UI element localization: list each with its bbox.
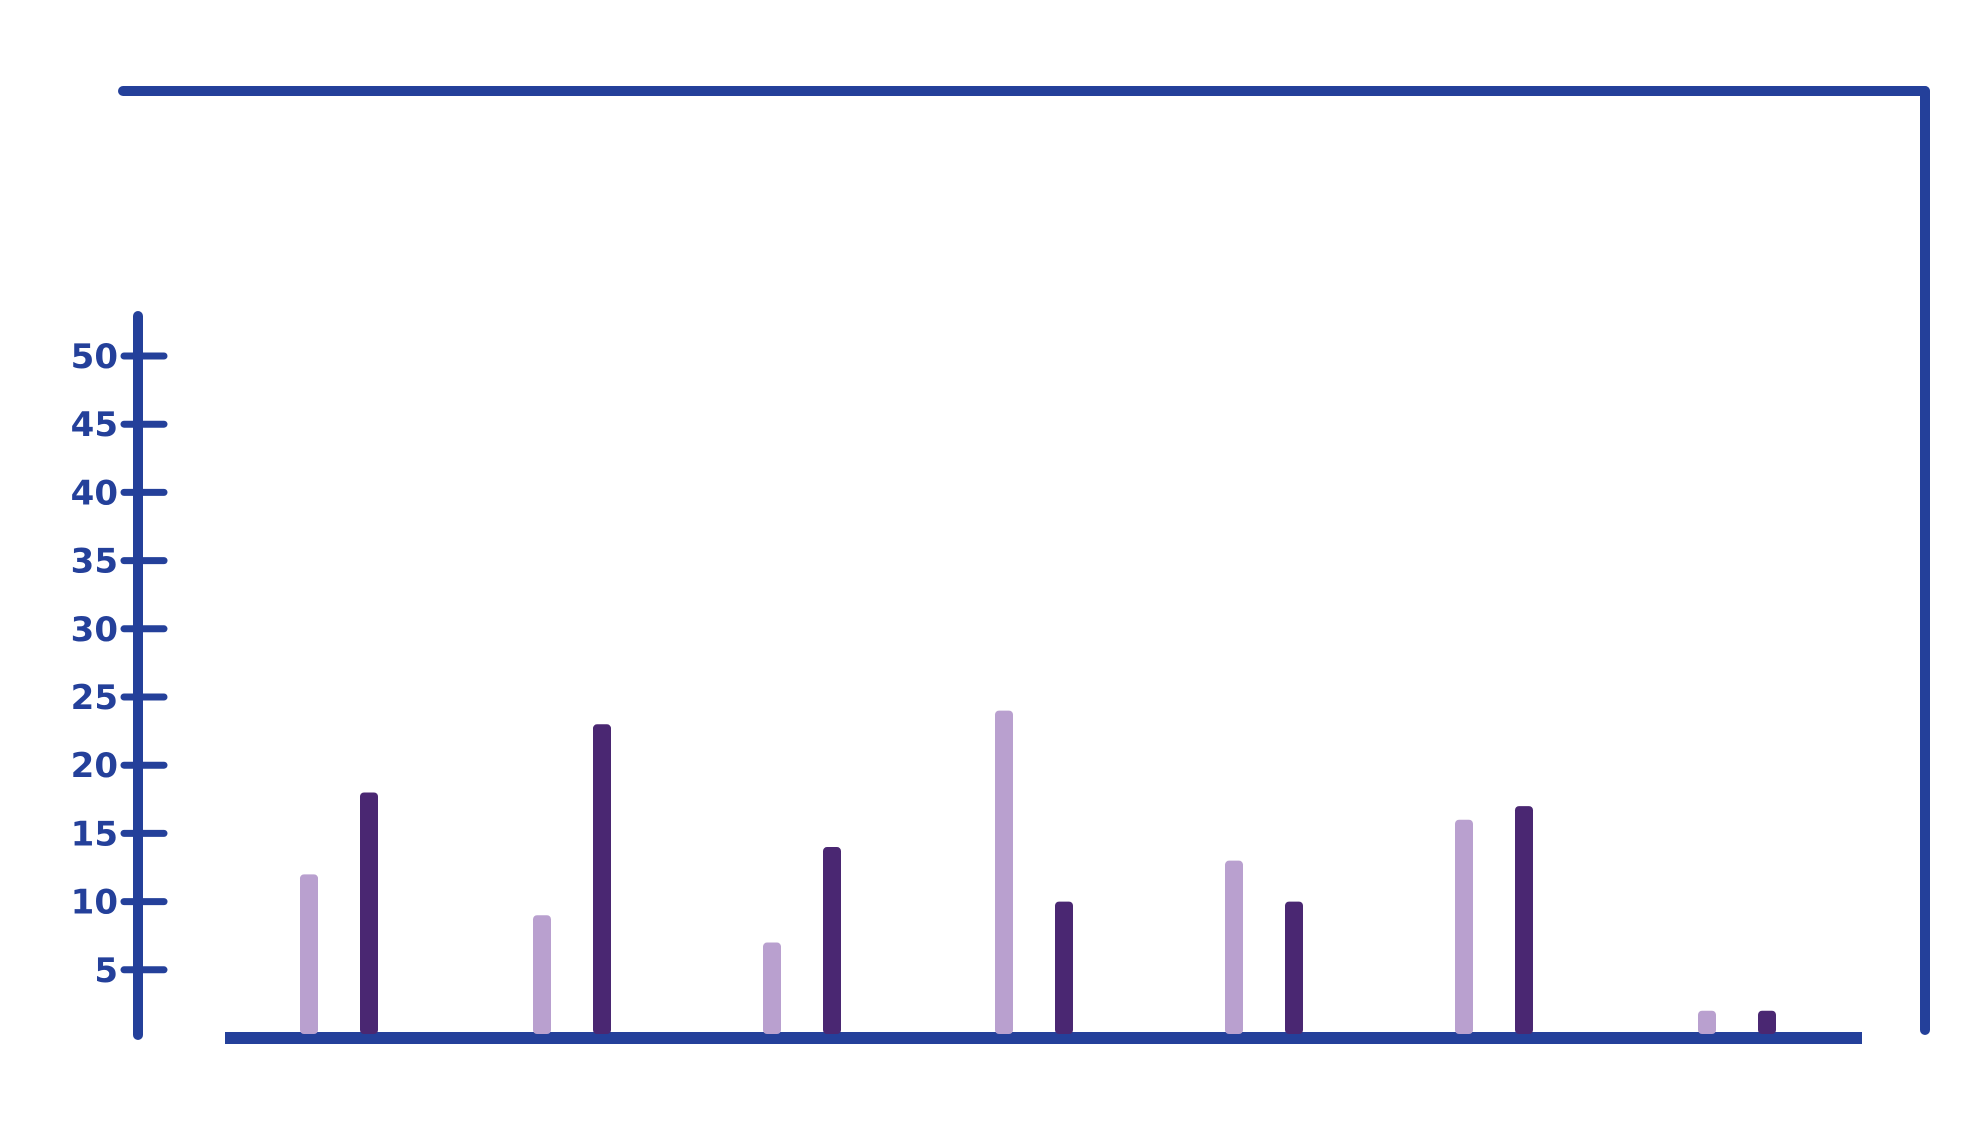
y-tick-label: 10	[71, 883, 118, 923]
bar-series-2-group-5	[1285, 901, 1303, 1034]
bar-series-1-group-1	[300, 874, 318, 1034]
bar-series-1-group-4	[995, 710, 1013, 1034]
y-tick-label: 35	[71, 542, 118, 582]
y-axis-ticks: 5 10 15 20 25 30 35 40 45 50	[71, 337, 168, 991]
bar-series-2-group-1	[360, 792, 378, 1034]
y-tick-label: 40	[71, 473, 118, 513]
axes	[133, 311, 1862, 1044]
bar-series-1-group-2	[533, 915, 551, 1034]
y-tick-label: 5	[94, 951, 118, 991]
bar-series-2-group-7	[1758, 1010, 1776, 1034]
bar-series-1-group-3	[763, 942, 781, 1034]
y-tick-label: 15	[71, 814, 118, 854]
bar-series-1-group-6	[1455, 819, 1473, 1034]
chart-frame	[118, 86, 1930, 1035]
y-tick-label: 20	[71, 746, 118, 786]
y-tick-label: 25	[71, 678, 118, 718]
bars	[300, 710, 1776, 1034]
y-tick-label: 45	[71, 405, 118, 445]
y-tick-label: 30	[71, 610, 118, 650]
bar-series-1-group-7	[1698, 1010, 1716, 1034]
bar-series-1-group-5	[1225, 860, 1243, 1034]
y-tick-label: 50	[71, 337, 118, 377]
bar-series-2-group-3	[823, 847, 841, 1034]
bar-series-2-group-4	[1055, 901, 1073, 1034]
bar-series-2-group-2	[593, 724, 611, 1034]
bar-series-2-group-6	[1515, 806, 1533, 1034]
